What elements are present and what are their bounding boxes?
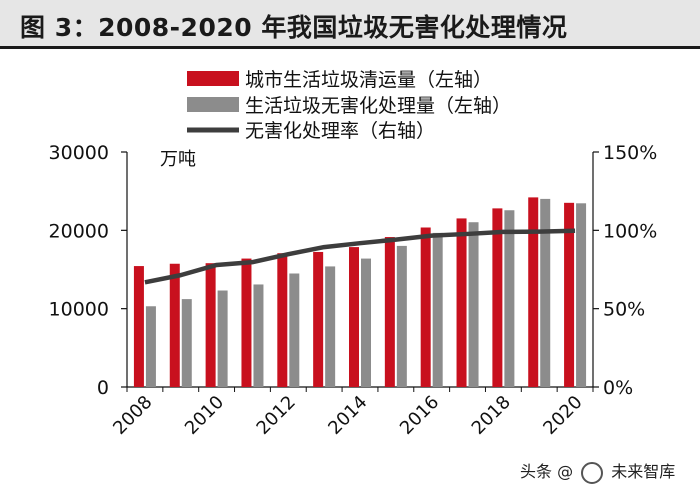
x-tick-label-2020: 2020 bbox=[539, 392, 586, 439]
chart-title: 图 3：2008-2020 年我国垃圾无害化处理情况 bbox=[20, 13, 568, 42]
bar-treatment-2019 bbox=[540, 198, 551, 387]
bar-treatment-2020 bbox=[576, 203, 587, 387]
watermark-prefix: 头条 bbox=[520, 462, 553, 481]
legend-label-treatment: 生活垃圾无害化处理量（左轴） bbox=[245, 95, 511, 117]
title-bar bbox=[0, 0, 700, 46]
bar-treatment-2017 bbox=[468, 222, 479, 387]
legend-swatch-collection bbox=[187, 71, 239, 86]
line-rate-series bbox=[144, 228, 576, 285]
y-right-tick-label: 150% bbox=[603, 142, 657, 164]
bar-treatment-2012 bbox=[289, 273, 300, 387]
bar-treatment-2011 bbox=[253, 284, 264, 387]
bar-collection-2016 bbox=[420, 227, 431, 387]
y-left-tick-label: 0 bbox=[97, 377, 109, 399]
bar-collection-2010 bbox=[205, 263, 216, 387]
y-left-tick-label: 30000 bbox=[49, 142, 109, 164]
wechat-logo-icon bbox=[581, 461, 604, 484]
x-tick-label-2008: 2008 bbox=[109, 392, 156, 439]
bar-collection-2017 bbox=[456, 218, 467, 387]
x-tick-label-2010: 2010 bbox=[181, 392, 228, 439]
bar-treatment-2016 bbox=[432, 232, 443, 387]
bar-treatment-2014 bbox=[361, 258, 371, 387]
bar-collection-2020 bbox=[564, 202, 575, 387]
x-tick-label-2012: 2012 bbox=[253, 392, 300, 439]
y-right-tick-label: 50% bbox=[603, 299, 645, 321]
bar-treatment-2009 bbox=[181, 299, 192, 387]
bar-collection-2013 bbox=[313, 251, 324, 387]
y-right-tick-label: 0% bbox=[603, 377, 633, 399]
bar-collection-2008 bbox=[133, 266, 144, 387]
bar-collection-2012 bbox=[277, 253, 288, 387]
legend-swatch-treatment bbox=[187, 97, 239, 112]
y-left-tick-label: 10000 bbox=[49, 299, 109, 321]
watermark-at: @ bbox=[557, 462, 574, 481]
bar-treatment-2010 bbox=[217, 290, 228, 387]
legend-label-rate: 无害化处理率（右轴） bbox=[245, 120, 435, 142]
bar-collection-2011 bbox=[241, 258, 252, 387]
bar-collection-2018 bbox=[492, 208, 503, 387]
bar-treatment-2013 bbox=[325, 266, 336, 387]
bar-collection-2019 bbox=[528, 197, 539, 387]
bar-treatment-2018 bbox=[504, 210, 515, 387]
title-divider bbox=[0, 46, 700, 49]
bar-collection-2014 bbox=[349, 247, 359, 387]
x-tick-label-2014: 2014 bbox=[324, 392, 371, 439]
y-right-tick-label: 100% bbox=[603, 220, 657, 242]
y-left-tick-label: 20000 bbox=[49, 220, 109, 242]
y-unit-label: 万吨 bbox=[160, 149, 196, 170]
x-tick-label-2018: 2018 bbox=[468, 392, 515, 439]
watermark-name: 未来智库 bbox=[611, 462, 676, 481]
bar-treatment-2008 bbox=[145, 306, 156, 387]
x-tick-label-2016: 2016 bbox=[396, 392, 443, 439]
bar-collection-2009 bbox=[169, 263, 180, 387]
bar-treatment-2015 bbox=[396, 245, 407, 387]
watermark: 头条 @ 未来智库 bbox=[520, 458, 695, 488]
bar-collection-2015 bbox=[384, 237, 395, 387]
legend-label-collection: 城市生活垃圾清运量（左轴） bbox=[245, 69, 492, 91]
